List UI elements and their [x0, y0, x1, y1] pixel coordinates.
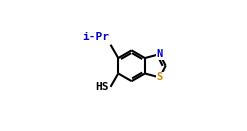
- Text: HS: HS: [96, 82, 109, 92]
- Text: N: N: [157, 49, 163, 59]
- Text: i-Pr: i-Pr: [82, 32, 109, 42]
- Text: S: S: [157, 72, 163, 82]
